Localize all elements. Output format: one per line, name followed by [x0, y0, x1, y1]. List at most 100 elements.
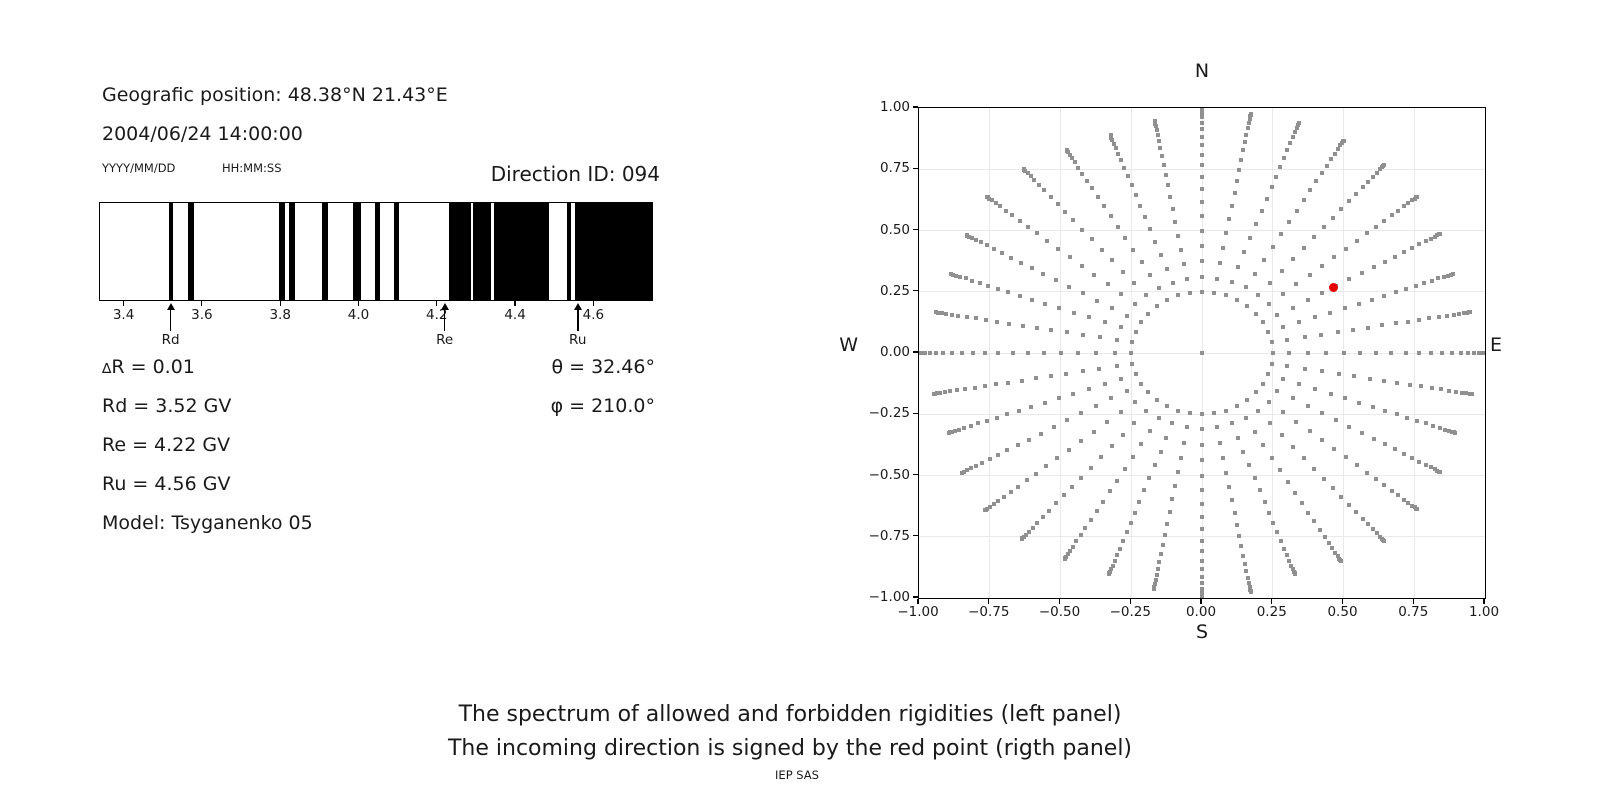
direction-dot	[1071, 310, 1076, 315]
direction-dot	[1030, 525, 1035, 530]
direction-dot	[1405, 319, 1410, 324]
direction-dot	[1045, 238, 1050, 243]
direction-dot	[1377, 534, 1382, 539]
cutoff-arrow-head	[440, 303, 449, 310]
direction-dot	[1373, 477, 1378, 482]
direction-dot	[1124, 388, 1129, 393]
direction-dot	[960, 351, 964, 355]
direction-dot	[1075, 351, 1080, 355]
direction-dot	[1130, 454, 1135, 459]
direction-dot	[996, 351, 1001, 355]
direction-dot	[1253, 271, 1257, 276]
direction-dot	[1287, 558, 1292, 563]
direction-dot	[1034, 325, 1039, 330]
direction-dot	[1154, 397, 1159, 402]
direction-dot	[1302, 335, 1307, 340]
direction-dot	[1132, 420, 1137, 425]
direction-dot	[1030, 297, 1035, 302]
direction-dot	[1235, 435, 1240, 440]
datetime-label: 2004/06/24 14:00:00	[102, 123, 303, 145]
direction-dot	[1410, 245, 1415, 250]
direction-dot	[1244, 132, 1249, 137]
direction-dot	[1071, 391, 1076, 396]
direction-dot	[1256, 293, 1261, 297]
direction-dot	[1472, 351, 1477, 355]
direction-dot	[1043, 301, 1048, 306]
direction-dot	[1121, 538, 1125, 543]
direction-dot	[1164, 266, 1169, 271]
direction-dot	[1312, 315, 1317, 320]
direction-dot	[1407, 382, 1412, 387]
direction-dot	[1275, 530, 1280, 535]
direction-dot	[1152, 463, 1157, 468]
direction-dot	[1133, 330, 1138, 335]
y-tick-mark	[913, 535, 918, 537]
direction-dot	[1033, 471, 1038, 476]
direction-dot	[1170, 280, 1175, 285]
direction-dot	[1248, 114, 1253, 119]
direction-dot	[1242, 561, 1247, 566]
direction-dot	[1417, 317, 1422, 322]
direction-dot	[1159, 551, 1164, 556]
direction-dot	[1010, 351, 1015, 355]
allowed-interval	[394, 203, 399, 300]
cutoff-marker-label: Rd	[161, 332, 180, 348]
direction-dot	[1042, 400, 1047, 405]
direction-dot	[1132, 510, 1137, 515]
direction-dot	[1308, 188, 1313, 193]
direction-dot	[1070, 156, 1075, 161]
direction-dot	[1044, 464, 1049, 469]
direction-dot	[1334, 417, 1339, 422]
direction-dot	[1154, 573, 1159, 578]
direction-dot	[1341, 351, 1346, 355]
direction-dot	[1369, 297, 1374, 302]
direction-dot	[1173, 220, 1178, 225]
direction-dot	[1133, 371, 1138, 376]
direction-dot	[1155, 133, 1160, 138]
direction-dot	[1396, 493, 1401, 498]
direction-dot	[1148, 227, 1153, 232]
direction-dot	[1001, 494, 1006, 499]
cutoff-arrow-stem	[169, 309, 172, 331]
x-tick-label: −0.25	[1109, 604, 1151, 620]
direction-dot	[1064, 554, 1069, 559]
direction-dot	[1320, 411, 1325, 416]
direction-dot	[1200, 426, 1204, 431]
direction-dot	[1248, 587, 1253, 592]
direction-dot	[1371, 265, 1376, 270]
y-tick-mark	[913, 596, 918, 598]
direction-dot	[1076, 165, 1081, 170]
direction-dot	[1107, 489, 1112, 494]
direction-dot	[948, 389, 953, 394]
direction-dot	[1066, 447, 1071, 452]
direction-dot	[969, 466, 974, 471]
direction-dot	[1330, 486, 1335, 490]
direction-dot	[1404, 286, 1409, 291]
direction-dot	[1071, 218, 1076, 223]
direction-dot	[1200, 111, 1204, 116]
direction-dot	[1417, 242, 1422, 247]
direction-dot	[1200, 108, 1204, 113]
x-tick-mark	[436, 301, 438, 306]
direction-dot	[1144, 293, 1149, 298]
direction-dot	[1110, 138, 1115, 143]
direction-dot	[1026, 437, 1031, 442]
x-tick-label: 1.00	[1468, 604, 1500, 620]
allowed-interval	[574, 203, 652, 300]
direction-dot	[1109, 305, 1114, 310]
direction-dot	[951, 272, 956, 277]
x-tick-label: −0.50	[1038, 604, 1081, 620]
x-tick-mark	[917, 598, 919, 604]
direction-dot	[1324, 351, 1329, 355]
direction-dot	[1289, 563, 1294, 568]
direction-dot	[1119, 292, 1124, 297]
direction-dot	[1165, 183, 1170, 188]
direction-dot	[1457, 311, 1462, 316]
direction-dot	[1020, 323, 1025, 328]
direction-dot	[1357, 400, 1362, 405]
direction-dot	[1117, 546, 1122, 551]
direction-dot	[1029, 404, 1034, 409]
direction-dot	[1439, 351, 1444, 355]
direction-dot	[1448, 272, 1453, 277]
direction-dot	[1282, 546, 1287, 551]
